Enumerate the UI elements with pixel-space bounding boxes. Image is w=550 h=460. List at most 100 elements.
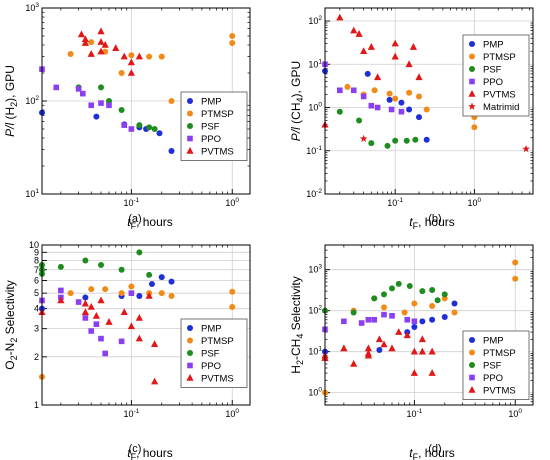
- series-psf: [75, 84, 158, 132]
- data-point-ptmsp: [168, 98, 175, 104]
- data-point-pvtms: [403, 331, 411, 339]
- legend-marker-ppo: [187, 362, 193, 369]
- data-point-psf: [98, 84, 105, 91]
- data-point-pvtms: [405, 60, 413, 68]
- y-axis-label: H2-CH4 Selectivity: [289, 276, 305, 373]
- data-point-ppo: [368, 102, 375, 109]
- data-point-pvtms: [127, 322, 135, 330]
- x-tick-label: 100: [508, 408, 522, 419]
- chart-panel-b: 10-1 100 10-2 10-1 100 101 102 tF, hours P/l (CH…: [289, 7, 534, 231]
- data-point-ptmsp: [229, 40, 236, 47]
- legend-label-pvtms: PVTMS: [201, 147, 234, 158]
- data-point-pmp: [423, 136, 430, 143]
- data-point-pvtms: [395, 328, 403, 335]
- legend-marker-pvtms: [468, 90, 476, 97]
- data-point-psf: [434, 297, 441, 304]
- x-tick-label: 100: [225, 197, 239, 208]
- data-point-psf: [406, 282, 413, 289]
- y-axis-label: O2-N2 Selectivity: [3, 280, 19, 369]
- data-point-ppo: [337, 87, 343, 94]
- data-point-pmp: [364, 70, 371, 77]
- data-point-ptmsp: [406, 89, 413, 96]
- legend-marker-psf: [469, 362, 475, 368]
- data-point-psf: [118, 266, 125, 273]
- data-point-ptmsp: [88, 286, 95, 293]
- data-point-pvtms: [112, 44, 120, 51]
- data-point-psf: [441, 291, 448, 298]
- data-point-ptmsp: [451, 309, 458, 316]
- data-point-pmp: [156, 130, 163, 137]
- data-point-ptmsp: [411, 300, 418, 307]
- y-tick-label: 101: [308, 58, 322, 69]
- plot-frame: [41, 244, 251, 406]
- legend-marker-pvtms: [186, 147, 194, 154]
- y-tick-label: 102: [308, 15, 322, 26]
- data-point-ppo: [388, 106, 395, 113]
- y-tick-label: 10-1: [306, 145, 322, 156]
- legend-marker-pmp: [187, 325, 193, 331]
- data-point-pvtms: [350, 26, 358, 34]
- data-point-ptmsp: [423, 106, 430, 113]
- y-tick-label: 100: [308, 102, 322, 113]
- legend-label-psf: PSF: [201, 122, 220, 133]
- data-point-psf: [384, 142, 391, 149]
- data-point-ppo: [374, 104, 381, 111]
- y-tick-label: 2: [34, 352, 39, 362]
- legend-marker-pmp: [469, 41, 475, 47]
- y-tick-label: 100: [308, 387, 322, 398]
- data-point-pvtms: [97, 47, 105, 55]
- y-tick-label: 9: [34, 247, 39, 257]
- data-point-psf: [388, 285, 395, 292]
- data-point-pmp: [451, 300, 458, 307]
- data-point-ppo: [82, 315, 89, 321]
- data-point-ppo: [128, 126, 135, 132]
- legend-marker-ppo: [469, 374, 475, 381]
- data-point-pvtms: [120, 308, 128, 316]
- data-point-pvtms: [415, 73, 423, 81]
- legend-label-ptmsp: PTMSP: [201, 109, 234, 120]
- data-point-ppo: [371, 316, 378, 323]
- data-point-pvtms: [87, 50, 95, 57]
- y-tick-label: 101: [25, 188, 39, 199]
- data-point-ppo: [102, 350, 108, 357]
- data-point-pvtms: [92, 311, 100, 319]
- data-point-ppo: [80, 90, 86, 97]
- series-ptmsp: [67, 32, 236, 104]
- x-axis-label: tF, hours: [127, 215, 173, 231]
- data-point-pvtms: [336, 13, 344, 21]
- data-point-ppo: [389, 312, 395, 319]
- data-point-pvtms: [120, 52, 128, 60]
- legend-label-ptmsp: PTMSP: [483, 52, 516, 63]
- data-point-ptmsp: [429, 303, 436, 310]
- legend-marker-psf: [187, 123, 193, 129]
- legend-marker-pvtms: [186, 374, 194, 381]
- data-point-ppo: [98, 335, 104, 342]
- data-point-ptmsp: [229, 303, 236, 310]
- legend-label-pmp: PMP: [201, 324, 222, 335]
- data-point-psf: [371, 295, 378, 302]
- legend-label-psf: PSF: [483, 361, 502, 372]
- data-point-ptmsp: [344, 83, 351, 90]
- series-psf: [39, 249, 153, 278]
- data-point-pmp: [158, 274, 165, 281]
- y-tick-label: 101: [308, 346, 322, 357]
- data-point-psf: [98, 261, 105, 268]
- y-tick-label: 8: [34, 256, 39, 266]
- legend-label-matrimid: Matrimid: [483, 102, 519, 113]
- legend-marker-ppo: [187, 135, 193, 142]
- data-point-psf: [146, 271, 153, 278]
- data-point-ptmsp: [512, 275, 519, 282]
- data-point-ptmsp: [229, 288, 236, 295]
- data-point-psf: [368, 140, 375, 147]
- data-point-ppo: [121, 122, 128, 128]
- data-point-ptmsp: [128, 283, 135, 290]
- data-point-pvtms: [135, 52, 143, 60]
- legend-marker-ptmsp: [469, 53, 475, 60]
- data-point-pmp: [168, 147, 175, 154]
- data-point-pvtms: [360, 47, 368, 55]
- data-point-ptmsp: [128, 52, 135, 59]
